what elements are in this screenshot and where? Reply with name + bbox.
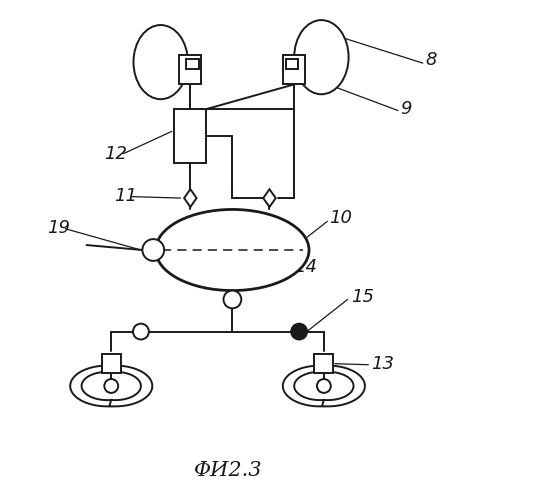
Circle shape <box>291 324 307 340</box>
Circle shape <box>133 324 149 340</box>
Text: 13: 13 <box>371 354 394 372</box>
Bar <box>315 354 333 373</box>
Text: 11: 11 <box>114 186 137 204</box>
Ellipse shape <box>156 210 309 290</box>
Ellipse shape <box>294 20 349 94</box>
Bar <box>102 354 121 373</box>
Circle shape <box>224 290 241 308</box>
Text: 12: 12 <box>104 144 127 162</box>
Circle shape <box>143 239 164 261</box>
Text: ΦИ2.3: ΦИ2.3 <box>193 460 262 479</box>
Ellipse shape <box>134 25 188 99</box>
Polygon shape <box>70 366 113 406</box>
Polygon shape <box>184 189 197 207</box>
Text: 9: 9 <box>400 100 412 118</box>
Bar <box>286 59 298 70</box>
Bar <box>186 59 199 70</box>
Bar <box>179 54 201 84</box>
Bar <box>174 109 207 164</box>
Polygon shape <box>283 366 326 406</box>
Circle shape <box>317 379 331 393</box>
Text: 10: 10 <box>329 209 352 227</box>
Text: 15: 15 <box>351 288 374 306</box>
Polygon shape <box>263 189 276 207</box>
Polygon shape <box>109 366 152 406</box>
Text: 14: 14 <box>294 258 317 276</box>
Circle shape <box>104 379 118 393</box>
Text: 19: 19 <box>47 218 70 236</box>
Polygon shape <box>322 366 365 406</box>
Text: 8: 8 <box>425 50 437 68</box>
Bar <box>283 54 305 84</box>
